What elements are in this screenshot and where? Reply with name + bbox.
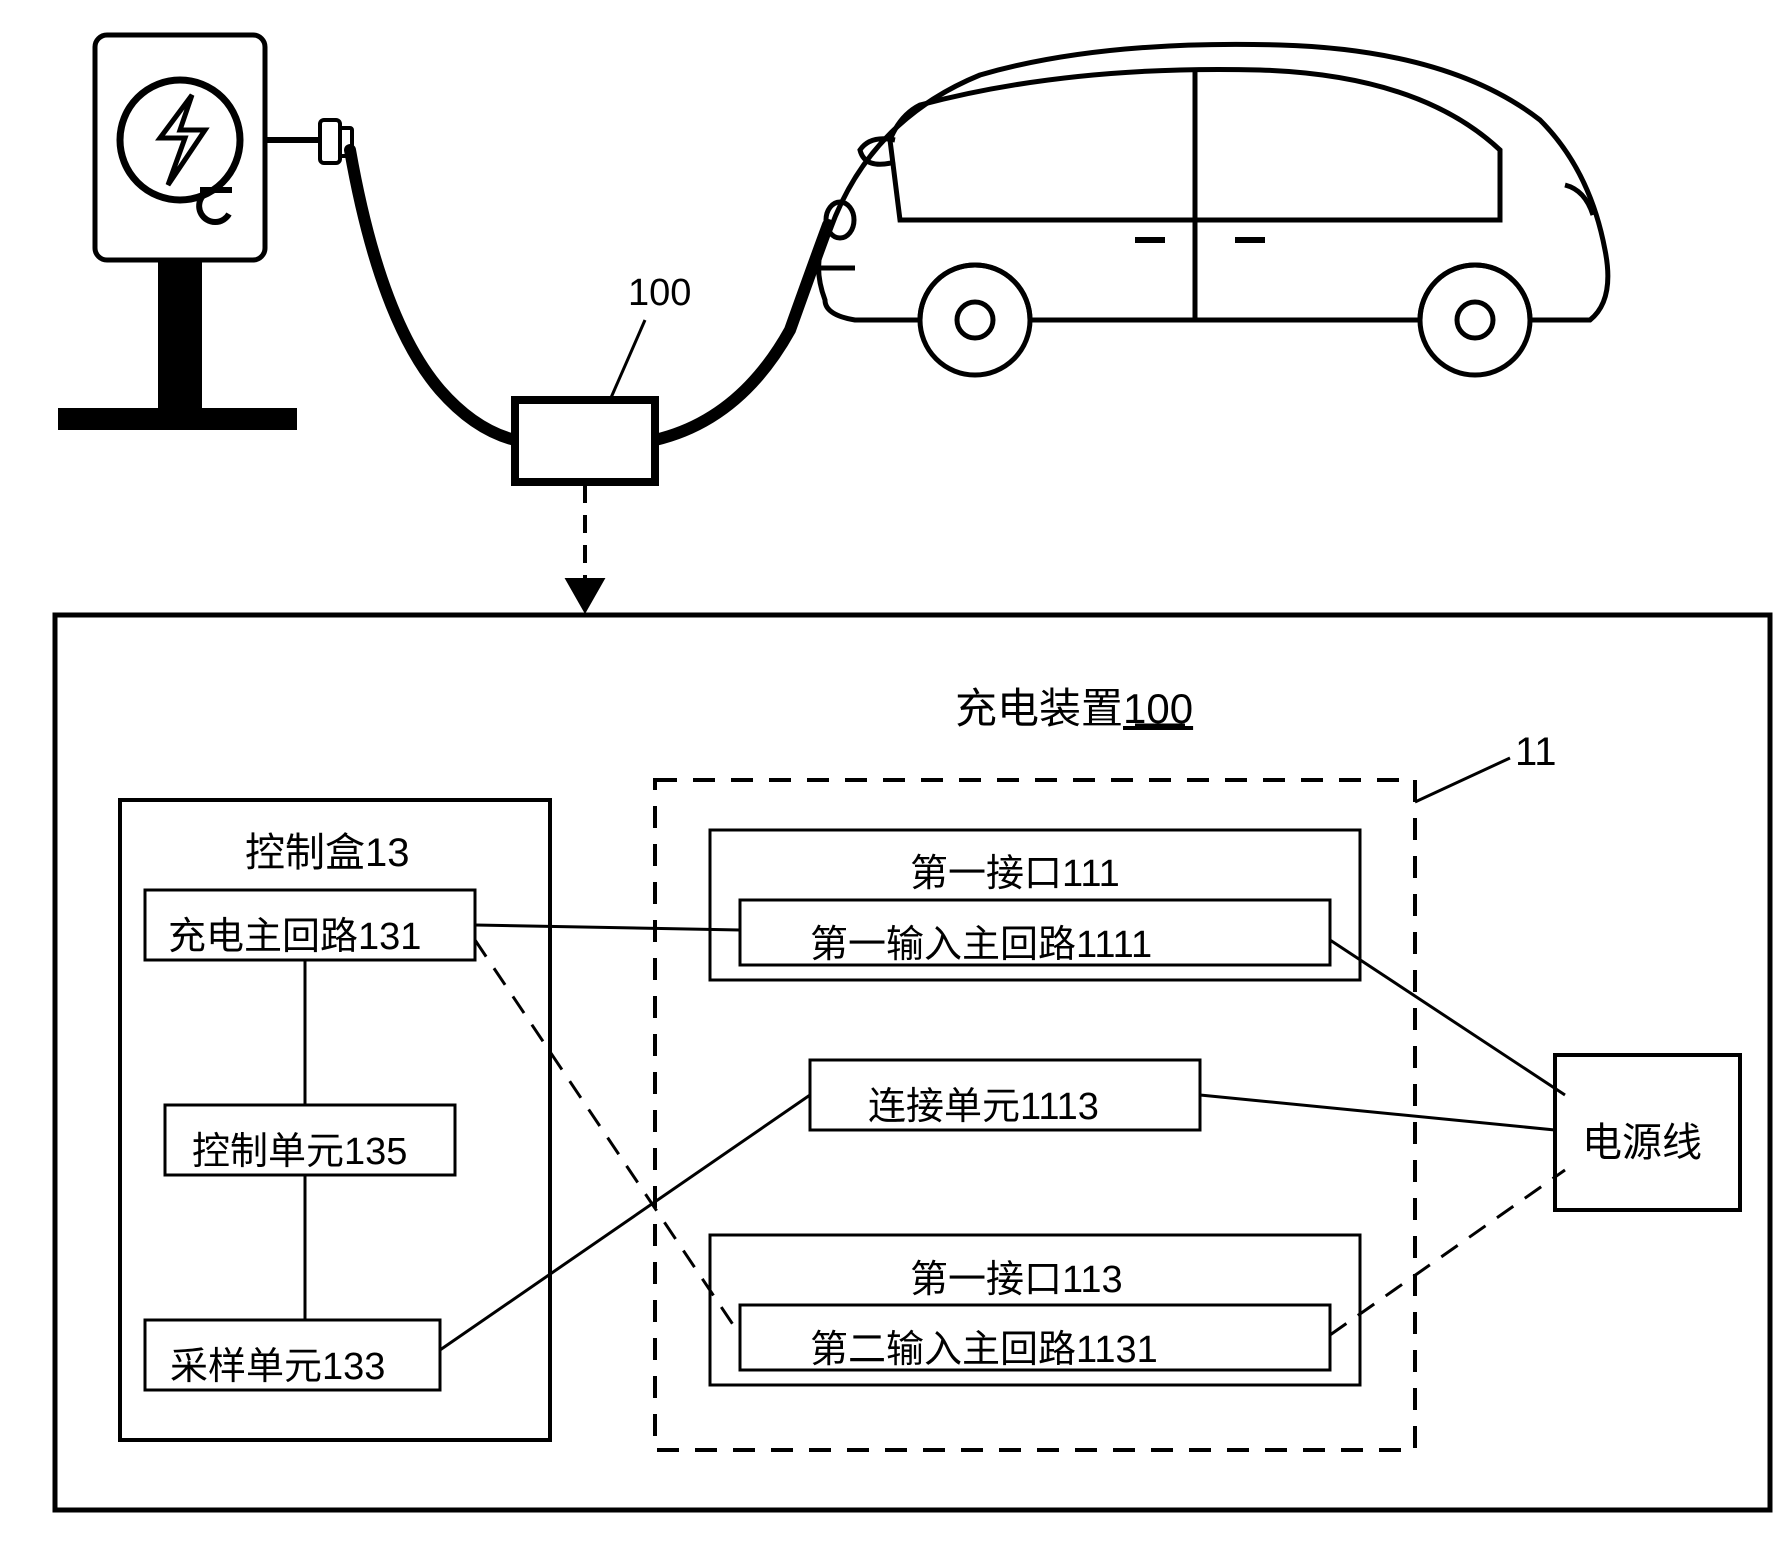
label-1111: 第一输入主回路1111 <box>810 913 1152 968</box>
iface-111-title: 第一接口111 <box>910 842 1120 897</box>
label-11-leader <box>1415 758 1510 802</box>
dashed-arrow-down <box>568 485 602 610</box>
conn-131-1111 <box>475 925 740 930</box>
conn-1111-power <box>1330 940 1565 1095</box>
control-box-title: 控制盒13 <box>245 820 410 878</box>
diagram-canvas: 100 充电装置100 11 控制盒13 充电主回路131 控制单元135 采样… <box>20 20 1783 1541</box>
main-title-ref: 100 <box>1123 685 1193 732</box>
diagram-svg <box>20 20 1783 1541</box>
label-131: 充电主回路131 <box>168 905 421 960</box>
box-100 <box>515 400 655 482</box>
label-100: 100 <box>628 272 691 315</box>
car-icon <box>819 44 1608 375</box>
label-1131: 第二输入主回路1131 <box>810 1318 1158 1373</box>
conn-1113-power <box>1200 1095 1555 1130</box>
power-line-label: 电源线 <box>1582 1110 1702 1168</box>
main-title: 充电装置100 <box>955 675 1193 736</box>
charging-station-icon <box>60 35 352 428</box>
conn-1131-power <box>1330 1170 1565 1335</box>
main-title-text: 充电装置 <box>955 685 1123 732</box>
label-135: 控制单元135 <box>192 1120 407 1175</box>
label-133: 采样单元133 <box>170 1335 385 1390</box>
label-100-leader <box>610 320 645 400</box>
conn-133-1113 <box>440 1095 810 1350</box>
conn-131-1131 <box>475 940 740 1335</box>
label-11: 11 <box>1515 730 1557 775</box>
label-1113: 连接单元1113 <box>868 1075 1099 1130</box>
iface-113-title: 第一接口113 <box>910 1248 1123 1303</box>
